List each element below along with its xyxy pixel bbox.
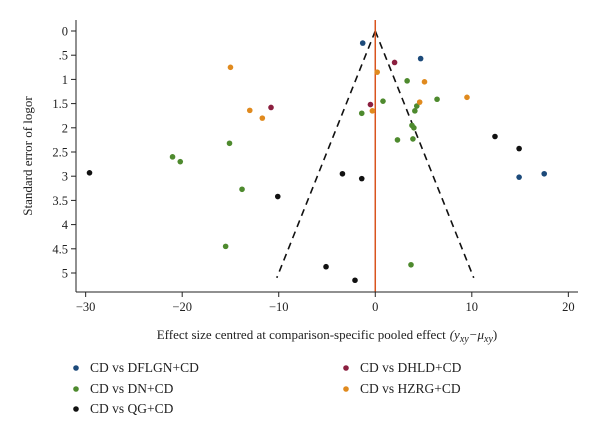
point-cd-vs-dn-cd-7 [411,125,417,131]
x-axis-title-text: Effect size centred at comparison-specif… [157,327,446,342]
point-cd-vs-dn-cd-2 [380,98,386,104]
point-cd-vs-qg-cd-2 [86,170,93,176]
x-tick-label: 20 [562,300,575,314]
legend-marker-cd-vs-qg-cd [73,406,79,412]
funnel-right-line [374,30,475,279]
point-cd-vs-dflgn-cd-2 [516,174,522,180]
point-cd-vs-dn-cd-8 [394,137,401,143]
point-cd-vs-dn-cd-15 [408,261,414,268]
point-cd-vs-dn-cd-12 [177,158,184,165]
point-cd-vs-dn-cd-0 [404,78,410,84]
y-tick-label: 2 [62,121,68,135]
y-tick-label: 3 [62,170,68,184]
legend: CD vs DFLGN+CD CD vs DHLD+CD CD vs DN+CD CD… [73,360,462,416]
point-cd-vs-qg-cd-6 [323,263,329,270]
y-tick-label: .5 [59,49,68,63]
y-tick-label: 2.5 [52,146,68,160]
y-tick-label: 4.5 [52,242,68,256]
y-tick-label: 1 [62,73,68,87]
point-cd-vs-qg-cd-3 [339,170,346,177]
point-cd-vs-dn-cd-5 [358,110,365,117]
point-cd-vs-dn-cd-3 [413,103,420,109]
y-tick-label: 4 [62,218,69,232]
point-cd-vs-hzrg-cd-5 [246,107,253,114]
point-cd-vs-dflgn-cd-0 [359,40,366,46]
point-cd-vs-hzrg-cd-3 [464,94,470,101]
x-tick-label: −30 [76,300,96,314]
legend-marker-cd-vs-dn-cd [73,386,79,392]
legend-label-cd-vs-dflgn-cd: CD vs DFLGN+CD [90,360,199,375]
point-cd-vs-hzrg-cd-4 [416,99,423,105]
point-cd-vs-qg-cd-4 [358,175,365,182]
point-cd-vs-dn-cd-13 [239,186,245,193]
point-cd-vs-dn-cd-1 [434,96,440,103]
point-cd-vs-dn-cd-9 [410,136,416,142]
point-cd-vs-hzrg-cd-6 [259,115,266,121]
y-axis-title: Standard error of logor [20,96,35,216]
funnel-left-line [276,30,377,279]
x-axis-title-sub1: xy [459,334,469,345]
x-axis-title-sub2: xy [483,334,493,345]
x-ticks: −30 −20 −10 0 10 20 [76,292,575,314]
legend-label-cd-vs-dn-cd: CD vs DN+CD [90,381,174,396]
point-cd-vs-dflgn-cd-3 [541,170,548,177]
point-cd-vs-hzrg-cd-0 [227,64,234,71]
legend-label-cd-vs-qg-cd: CD vs QG+CD [90,401,174,416]
point-cd-vs-dn-cd-4 [412,108,418,114]
point-cd-vs-dflgn-cd-1 [417,55,424,62]
point-cd-vs-dn-cd-14 [222,243,229,250]
x-tick-label: −10 [269,300,289,314]
x-axis-title-math: (y [450,327,460,342]
x-axis-title-mid: −μ [469,327,485,342]
point-cd-vs-qg-cd-7 [352,277,358,284]
point-cd-vs-dhld-cd-0 [391,59,398,66]
y-tick-label: 0 [62,25,68,39]
point-cd-vs-qg-cd-0 [492,133,498,140]
point-cd-vs-dn-cd-11 [169,154,176,160]
legend-label-cd-vs-hzrg-cd: CD vs HZRG+CD [360,381,461,396]
point-cd-vs-dn-cd-10 [226,140,233,147]
x-tick-label: 0 [372,300,378,314]
legend-marker-cd-vs-dhld-cd [343,365,349,371]
x-tick-label: 10 [466,300,479,314]
point-cd-vs-dhld-cd-2 [367,101,374,108]
legend-label-cd-vs-dhld-cd: CD vs DHLD+CD [360,360,462,375]
y-ticks: 0 .5 1 1.5 2 2.5 3 3.5 4 4.5 5 [52,25,76,281]
x-axis-title: Effect size centred at comparison-specif… [157,327,498,345]
y-tick-label: 1.5 [52,97,68,111]
y-tick-label: 3.5 [52,194,68,208]
x-axis-title-end: ) [493,327,497,342]
point-cd-vs-dhld-cd-1 [268,104,274,111]
point-cd-vs-hzrg-cd-7 [369,108,376,114]
point-cd-vs-hzrg-cd-2 [421,79,428,85]
legend-marker-cd-vs-dflgn-cd [73,365,79,371]
plot-area [86,20,548,292]
point-cd-vs-hzrg-cd-1 [374,69,381,75]
point-cd-vs-qg-cd-5 [274,193,281,200]
point-cd-vs-qg-cd-1 [516,145,522,152]
x-tick-label: −20 [172,300,192,314]
y-tick-label: 5 [62,267,68,281]
legend-marker-cd-vs-hzrg-cd [343,386,349,392]
